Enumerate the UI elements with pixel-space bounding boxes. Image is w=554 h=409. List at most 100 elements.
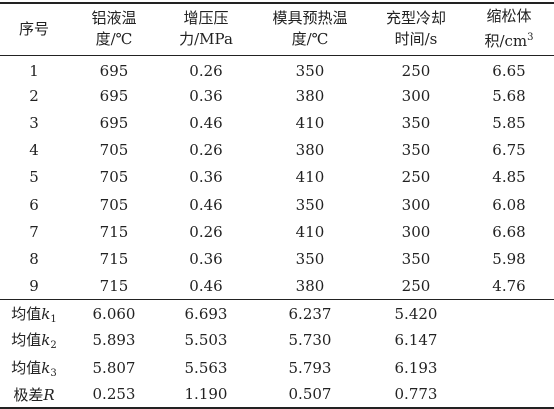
table-row: 2 695 0.36 380 300 5.68 [0,82,554,109]
stat-row: 极差R 0.253 1.190 0.507 0.773 [0,381,554,409]
cell-aluminum-temperature: 705 [99,168,129,187]
table-header: 序号 铝液温 度/℃ 增压压 力/MPa 模具预热温 度/℃ 充型冷却 时间/s 缩松体… [0,2,554,56]
table-row: 8 715 0.36 350 350 5.98 [0,245,554,272]
table-body: 1 695 0.26 350 250 6.65 2 695 0.36 380 300 5.68 3 695… [0,55,554,409]
cell-serial-number: 5 [29,168,39,187]
stat-label-prefix: 均值 [11,304,42,323]
header-mold-preheat-temperature: 模具预热温 度/℃ [252,2,368,56]
cell-aluminum-temperature: 695 [99,61,129,80]
cell-boost-pressure: 0.26 [189,141,223,160]
cell-boost-pressure: 0.46 [189,276,223,295]
header-row: 序号 铝液温 度/℃ 增压压 力/MPa 模具预热温 度/℃ 充型冷却 时间/s 缩松体… [0,2,554,56]
table-row: 4 705 0.26 380 350 6.75 [0,137,554,164]
cell-filling-cooling-time: 350 [401,141,431,160]
stat-label-variable: k3 [41,358,57,379]
cell-mold-preheat-temperature: 350 [295,61,325,80]
cell-aluminum-temperature: 695 [99,113,129,132]
header-serial-number: 序号 [0,2,68,56]
stat-mold-preheat-temperature: 5.793 [288,358,332,377]
cell-serial-number: 4 [29,141,39,160]
stat-label-subscript: 1 [50,313,57,325]
cell-mold-preheat-temperature: 410 [295,113,325,132]
cell-shrinkage-volume: 6.65 [492,61,526,80]
cell-mold-preheat-temperature: 380 [295,141,325,160]
cell-shrinkage-volume: 6.68 [492,222,526,241]
cell-mold-preheat-temperature: 410 [295,168,325,187]
table-row: 5 705 0.36 410 250 4.85 [0,164,554,191]
cell-serial-number: 9 [29,276,39,295]
table-row: 3 695 0.46 410 350 5.85 [0,109,554,136]
cell-aluminum-temperature: 715 [99,249,129,268]
cell-serial-number: 1 [29,61,39,80]
cell-filling-cooling-time: 250 [401,168,431,187]
stat-row: 均值k2 5.893 5.503 5.730 6.147 [0,327,554,354]
cell-filling-cooling-time: 350 [401,113,431,132]
stat-label-prefix: 均值 [11,331,42,350]
stat-label-variable: R [43,385,55,404]
stat-label-subscript: 3 [50,367,57,379]
cell-filling-cooling-time: 300 [401,222,431,241]
stat-mold-preheat-temperature: 0.507 [252,381,368,409]
stat-aluminum-temperature: 5.893 [92,331,136,350]
cell-filling-cooling-time: 300 [401,195,431,214]
cell-aluminum-temperature: 705 [99,195,129,214]
stat-boost-pressure: 1.190 [160,381,252,409]
table-row: 1 695 0.26 350 250 6.65 [0,55,554,82]
stat-boost-pressure: 5.563 [184,358,228,377]
stat-empty-cell [464,327,554,354]
cell-boost-pressure: 0.46 [189,195,223,214]
cell-shrinkage-volume: 5.68 [492,86,526,105]
cell-shrinkage-volume: 5.85 [492,113,526,132]
cell-serial-number: 8 [29,249,39,268]
stat-filling-cooling-time: 5.420 [368,299,464,327]
header-boost-pressure: 增压压 力/MPa [160,2,252,56]
stat-aluminum-temperature: 0.253 [68,381,160,409]
cell-filling-cooling-time: 350 [401,249,431,268]
cell-shrinkage-volume: 5.98 [492,249,526,268]
cell-shrinkage-volume: 4.76 [492,276,526,295]
cell-serial-number: 3 [29,113,39,132]
cell-aluminum-temperature: 715 [99,222,129,241]
cell-aluminum-temperature: 705 [99,141,129,160]
stat-empty-cell [464,381,554,409]
cell-boost-pressure: 0.46 [189,113,223,132]
stat-aluminum-temperature: 6.060 [68,299,160,327]
stat-empty-cell [464,299,554,327]
stat-empty-cell [464,354,554,381]
cell-mold-preheat-temperature: 410 [295,222,325,241]
stat-label: 均值k3 [0,354,68,381]
stat-aluminum-temperature: 5.807 [92,358,136,377]
cell-boost-pressure: 0.36 [189,249,223,268]
stat-label: 极差R [0,381,68,409]
cell-boost-pressure: 0.26 [189,61,223,80]
header-filling-cooling-time: 充型冷却 时间/s [368,2,464,56]
cell-shrinkage-volume: 6.75 [492,141,526,160]
stat-boost-pressure: 5.503 [184,331,228,350]
cell-boost-pressure: 0.26 [189,222,223,241]
cell-boost-pressure: 0.36 [189,86,223,105]
stat-mold-preheat-temperature: 6.237 [252,299,368,327]
stat-row: 均值k3 5.807 5.563 5.793 6.193 [0,354,554,381]
stat-row: 均值k1 6.060 6.693 6.237 5.420 [0,299,554,327]
stat-boost-pressure: 6.693 [160,299,252,327]
stat-filling-cooling-time: 6.193 [394,358,438,377]
cell-filling-cooling-time: 250 [401,61,431,80]
cell-shrinkage-volume: 6.08 [492,195,526,214]
cell-mold-preheat-temperature: 350 [295,249,325,268]
stat-label-variable: k1 [41,304,57,325]
stat-label-variable: k2 [41,331,57,352]
cell-mold-preheat-temperature: 380 [295,86,325,105]
cell-serial-number: 7 [29,222,39,241]
cell-aluminum-temperature: 695 [99,86,129,105]
stat-label: 均值k2 [0,327,68,354]
cell-filling-cooling-time: 250 [401,276,431,295]
cell-aluminum-temperature: 715 [99,276,129,295]
cell-serial-number: 2 [29,86,39,105]
header-aluminum-temperature: 铝液温 度/℃ [68,2,160,56]
stat-mold-preheat-temperature: 5.730 [288,331,332,350]
table-row: 9 715 0.46 380 250 4.76 [0,273,554,300]
stat-filling-cooling-time: 0.773 [368,381,464,409]
table-row: 7 715 0.26 410 300 6.68 [0,218,554,245]
